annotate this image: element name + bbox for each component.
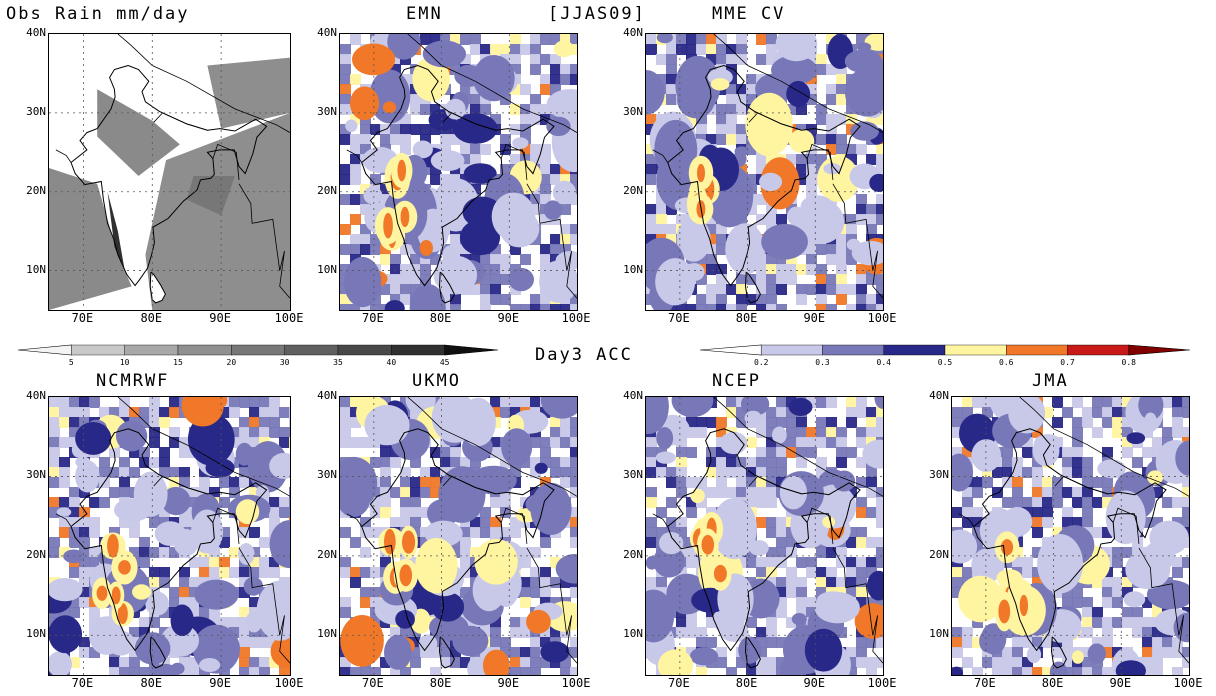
colorbar-tick-label: 0.4 — [877, 358, 892, 367]
lon-label-ncep: 90E — [803, 676, 826, 690]
lat-label-obs: 20N — [26, 183, 46, 197]
colorbar-tick-label: 10 — [120, 358, 130, 367]
lon-label-mme: 80E — [735, 311, 758, 325]
lat-label-emn: 30N — [317, 104, 337, 118]
colorbar-color: 0.2 0.3 0.4 0.5 0.6 0.7 0.8 — [700, 344, 1191, 367]
lon-label-ukmo: 90E — [497, 676, 520, 690]
lat-label-emn: 40N — [317, 26, 337, 39]
lon-label-jma: 100E — [1173, 676, 1203, 690]
colorbar-tick-label: 0.3 — [815, 358, 830, 367]
lon-label-ukmo: 80E — [429, 676, 452, 690]
panel-title-ncep: NCEP — [712, 371, 761, 391]
lon-label-obs: 80E — [140, 311, 163, 325]
colorbar-tick-label: 15 — [173, 358, 183, 367]
colorbar-tick-label: 20 — [227, 358, 237, 367]
lat-label-ncep: 40N — [623, 389, 643, 402]
colorbar-title: Day3 ACC — [535, 345, 633, 365]
lat-label-mme: 30N — [623, 104, 643, 118]
map-svg-ukmo — [340, 397, 577, 675]
panel-title-obs: Obs Rain mm/day — [6, 4, 190, 24]
colorbar-tick-label: 5 — [69, 358, 74, 367]
colorbar-tick-label: 0.2 — [754, 358, 769, 367]
lat-label-jma: 10N — [929, 627, 949, 641]
map-svg-mme — [646, 34, 883, 310]
colorbar-tick-label: 0.6 — [999, 358, 1014, 367]
lat-label-ukmo: 30N — [317, 468, 337, 482]
lon-label-jma: 90E — [1109, 676, 1132, 690]
lat-label-mme: 10N — [623, 262, 643, 276]
panel-title-jma: JMA — [1032, 371, 1069, 391]
lon-label-emn: 70E — [362, 311, 384, 325]
lat-label-mme: 40N — [623, 26, 643, 39]
map-svg-ncep — [646, 397, 883, 675]
map-panel-jma — [951, 396, 1190, 676]
colorbar-tick-label: 0.7 — [1060, 358, 1075, 367]
lat-label-ncep: 20N — [623, 547, 643, 561]
lat-label-obs: 10N — [26, 262, 46, 276]
map-panel-emn — [339, 33, 578, 311]
lon-label-emn: 80E — [429, 311, 452, 325]
lon-label-jma: 80E — [1041, 676, 1064, 690]
lon-label-obs: 90E — [209, 311, 231, 325]
lon-label-ncmrwf: 100E — [274, 676, 304, 690]
panel-title-ukmo: UKMO — [412, 371, 461, 391]
lat-label-jma: 20N — [929, 547, 949, 561]
lat-label-ncmrwf: 40N — [26, 389, 46, 402]
map-svg-obs — [49, 34, 290, 310]
lat-label-mme: 20N — [623, 183, 643, 197]
lon-label-ncep: 100E — [867, 676, 897, 690]
lat-label-obs: 30N — [26, 104, 46, 118]
map-panel-ncep — [645, 396, 884, 676]
lon-label-ncep: 80E — [735, 676, 758, 690]
map-svg-ncmrwf — [49, 397, 290, 675]
colorbar-tick-label: 0.5 — [938, 358, 953, 367]
lon-label-emn: 90E — [497, 311, 520, 325]
map-panel-obs — [48, 33, 291, 311]
lat-label-ncep: 30N — [623, 468, 643, 482]
lon-label-mme: 100E — [867, 311, 897, 325]
lat-label-ukmo: 40N — [317, 389, 337, 402]
lat-label-jma: 30N — [929, 468, 949, 482]
lat-label-ncmrwf: 10N — [26, 627, 46, 641]
colorbar-tick-label: 0.8 — [1122, 358, 1137, 367]
panel-title-ncmrwf: NCMRWF — [96, 371, 170, 391]
lat-label-ncmrwf: 30N — [26, 468, 46, 482]
lat-label-ukmo: 20N — [317, 547, 337, 561]
colorbar-gray: 5 10 15 20 30 35 40 45 — [18, 344, 499, 367]
lon-label-ncmrwf: 80E — [140, 676, 163, 690]
lon-label-obs: 70E — [71, 311, 94, 325]
colorbar-tick-label: 30 — [280, 358, 290, 367]
lat-label-emn: 10N — [317, 262, 337, 276]
lon-label-ncmrwf: 70E — [71, 676, 94, 690]
lon-label-emn: 100E — [561, 311, 591, 325]
colorbar-tick-label: 35 — [333, 358, 343, 367]
lon-label-mme: 90E — [803, 311, 826, 325]
lat-label-jma: 40N — [929, 389, 949, 402]
colorbar-tick-label: 40 — [387, 358, 397, 367]
season-tag: [JJAS09] — [548, 4, 646, 24]
lat-label-ncep: 10N — [623, 627, 643, 641]
lon-label-ncmrwf: 90E — [209, 676, 231, 690]
map-svg-jma — [952, 397, 1189, 675]
lon-label-jma: 70E — [974, 676, 996, 690]
panel-title-emn: EMN — [406, 4, 443, 24]
map-panel-ncmrwf — [48, 396, 291, 676]
lon-label-mme: 70E — [668, 311, 690, 325]
colorbar-tick-label: 45 — [440, 358, 450, 367]
map-svg-emn — [340, 34, 577, 310]
lon-label-ukmo: 70E — [362, 676, 384, 690]
map-panel-ukmo — [339, 396, 578, 676]
lon-label-ncep: 70E — [668, 676, 690, 690]
map-panel-mme — [645, 33, 884, 311]
lon-label-ukmo: 100E — [561, 676, 591, 690]
panel-title-mme: MME CV — [712, 4, 786, 24]
lat-label-ncmrwf: 20N — [26, 547, 46, 561]
lat-label-emn: 20N — [317, 183, 337, 197]
lon-label-obs: 100E — [274, 311, 304, 325]
lat-label-ukmo: 10N — [317, 627, 337, 641]
lat-label-obs: 40N — [26, 26, 46, 39]
